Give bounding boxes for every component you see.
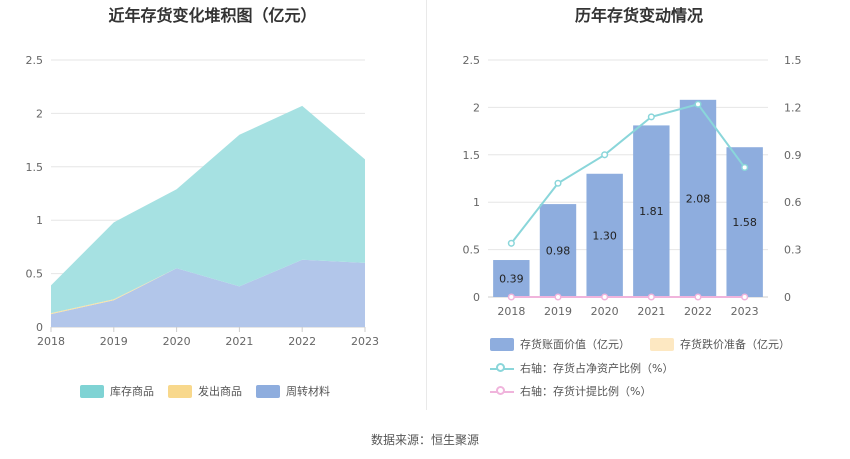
net-asset-ratio-point: [601, 151, 609, 159]
bar-data-label: 1.30: [592, 229, 617, 242]
y-right-tick-label: 1.2: [784, 101, 802, 114]
area-周转材料: [51, 259, 365, 327]
area-库存商品: [51, 105, 365, 314]
legend-label-ratio: 右轴：存货占净资产比例（%）: [520, 362, 674, 375]
net-asset-ratio-line: [510, 103, 746, 244]
right-chart-title: 历年存货变动情况: [574, 6, 703, 25]
y-tick-label: 2: [36, 107, 43, 120]
provision-ratio-point: [741, 293, 749, 301]
legend-label-周转材料: 周转材料: [286, 385, 330, 398]
y-left-tick-label: 2: [473, 101, 480, 114]
x-tick-label: 2021: [225, 335, 253, 348]
legend-swatch-周转材料: [256, 384, 280, 398]
y-left-tick-label: 2.5: [463, 54, 481, 67]
legend-item-reserve[interactable]: 存货跌价准备（亿元）: [650, 336, 790, 352]
x-tick-label: 2023: [731, 305, 759, 318]
legend-label-发出商品: 发出商品: [198, 385, 242, 398]
y-tick-label: 0: [36, 321, 43, 334]
stacked-area-chart: 0 0.5 1 1.5 2 2.5 2018 2019 2020 2021 2022 2023: [26, 54, 380, 348]
bar-book-value: [726, 147, 763, 297]
bar-line-combo-chart: 0 0.5 1 1.5 2 2.5 0 0.3 0.6 0.9 1.2 1.5 2018 2019 2020…: [463, 54, 802, 318]
provision-ratio-point: [601, 293, 609, 301]
x-tick-label: 2022: [684, 305, 712, 318]
bar-data-label: 2.08: [686, 192, 711, 205]
legend-swatch-provision-icon: [490, 385, 514, 398]
provision-ratio-point: [694, 293, 702, 301]
bar-book-value: [493, 260, 530, 297]
net-asset-ratio-point: [554, 179, 562, 187]
legend-swatch-ratio-icon: [490, 362, 514, 375]
net-asset-ratio-point: [647, 113, 655, 121]
y-tick-label: 0.5: [26, 268, 44, 281]
x-tick-label: 2022: [288, 335, 316, 348]
y-right-tick-label: 0.3: [784, 244, 802, 257]
y-right-tick-label: 1.5: [784, 54, 802, 67]
bar-data-label: 1.81: [639, 205, 664, 218]
legend-swatch-book-value: [490, 337, 514, 351]
legend-item-provision[interactable]: 右轴：存货计提比例（%）: [490, 383, 651, 399]
provision-ratio-point: [507, 293, 515, 301]
left-chart-title: 近年存货变化堆积图（亿元）: [108, 6, 317, 25]
legend-swatch-库存商品: [80, 384, 104, 398]
bar-book-value: [586, 173, 623, 297]
bar-book-value: [633, 125, 670, 297]
x-tick-label: 2020: [163, 335, 191, 348]
x-tick-label: 2023: [351, 335, 379, 348]
panel-divider: [426, 0, 427, 410]
y-left-tick-label: 0: [473, 291, 480, 304]
legend-item-ratio[interactable]: 右轴：存货占净资产比例（%）: [490, 360, 673, 376]
legend-label-库存商品: 库存商品: [110, 385, 154, 398]
bar-book-value: [539, 204, 577, 297]
legend-label-book-value: 存货账面价值（亿元）: [520, 338, 630, 351]
provision-ratio-point: [554, 293, 562, 301]
y-tick-label: 1.5: [26, 161, 44, 174]
bar-data-label: 1.58: [732, 216, 757, 229]
y-left-tick-label: 1: [473, 196, 480, 209]
net-asset-ratio-point: [507, 239, 515, 247]
bar-data-label: 0.39: [499, 273, 523, 286]
right-chart-panel: 历年存货变动情况 0 0.5 1 1.5 2 2.5 0 0.3 0.6 0.9 1.2 1.5 201…: [428, 0, 850, 410]
legend-item-book-value[interactable]: 存货账面价值（亿元）: [490, 336, 630, 352]
left-chart-panel: 近年存货变化堆积图（亿元） 0 0.5 1 1.5 2 2.5 2018 2019 2020 20…: [0, 0, 425, 410]
legend-item-库存商品[interactable]: 库存商品: [80, 383, 154, 399]
y-left-tick-label: 1.5: [463, 149, 481, 162]
bar-data-label: 0.98: [546, 245, 571, 258]
y-tick-label: 2.5: [26, 54, 44, 67]
y-tick-label: 1: [36, 214, 43, 227]
net-asset-ratio-point: [741, 163, 749, 171]
x-tick-label: 2021: [637, 305, 665, 318]
x-tick-label: 2019: [544, 305, 572, 318]
legend-item-发出商品[interactable]: 发出商品: [168, 383, 242, 399]
provision-ratio-point: [647, 293, 655, 301]
y-right-tick-label: 0.9: [784, 149, 802, 162]
y-right-tick-label: 0: [784, 291, 791, 304]
y-right-tick-label: 0.6: [784, 196, 802, 209]
bar-book-value: [679, 99, 717, 297]
legend-label-provision: 右轴：存货计提比例（%）: [520, 385, 652, 398]
x-tick-label: 2018: [37, 335, 65, 348]
data-source-note: 数据来源：恒生聚源: [370, 433, 479, 447]
y-left-tick-label: 0.5: [463, 244, 481, 257]
legend-label-reserve: 存货跌价准备（亿元）: [680, 338, 790, 351]
x-tick-label: 2019: [100, 335, 128, 348]
net-asset-ratio-point: [694, 100, 702, 108]
x-tick-label: 2018: [497, 305, 525, 318]
x-tick-label: 2020: [591, 305, 619, 318]
legend-swatch-发出商品: [168, 384, 192, 398]
legend-swatch-reserve: [650, 337, 674, 351]
legend-item-周转材料[interactable]: 周转材料: [256, 383, 330, 399]
